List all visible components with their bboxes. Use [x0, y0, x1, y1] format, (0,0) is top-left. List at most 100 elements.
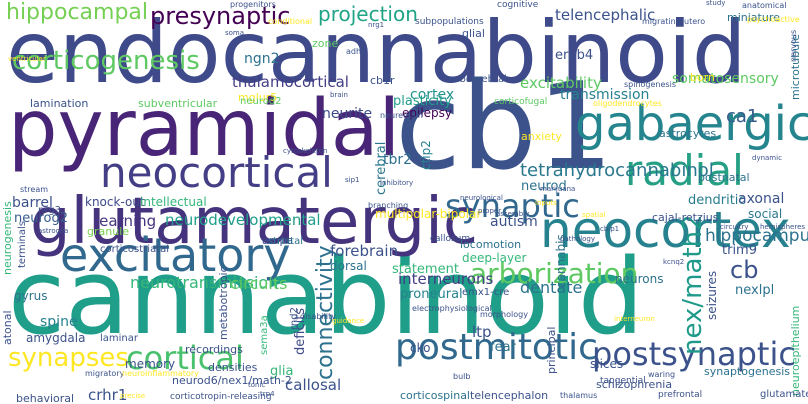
cloud-word: rnd2: [289, 307, 300, 330]
cloud-word: marijuana: [540, 185, 576, 193]
cloud-word: synaptic: [445, 187, 580, 225]
cloud-word: ca1: [726, 106, 759, 127]
cloud-word: astroglia: [38, 227, 69, 235]
cloud-word: postsynaptic: [592, 335, 796, 373]
cloud-word: astrocytes: [659, 127, 717, 140]
cloud-word: metabotropic: [217, 266, 230, 340]
cloud-word: thalamocortical: [232, 73, 349, 91]
cloud-word: telencephalon: [470, 389, 549, 402]
cloud-word: dentate: [520, 278, 583, 297]
cloud-word: prefrontal: [658, 390, 703, 400]
cloud-word: barrel: [12, 195, 53, 211]
cloud-word: neocortical: [100, 148, 333, 197]
cloud-word: zone: [312, 37, 339, 50]
cloud-word: neuroepithelium: [789, 305, 802, 396]
cloud-word: epilepsy: [402, 106, 453, 120]
cloud-word: nrg1: [368, 21, 385, 29]
cloud-word: tbr2: [383, 152, 413, 168]
cloud-word: brain: [330, 91, 348, 99]
cloud-word: proper: [478, 207, 502, 215]
cloud-word: memory: [125, 357, 176, 371]
cloud-word: autism: [490, 214, 538, 230]
cloud-word: corticofugal: [494, 97, 548, 107]
cloud-word: cajal-retzius: [652, 211, 719, 224]
cloud-word: telencephalic: [555, 6, 656, 24]
cloud-word: psychoactive: [747, 15, 800, 24]
cloud-word: neurological: [460, 194, 503, 202]
cloud-word: spinogenesis: [624, 80, 676, 89]
cloud-word: conditional: [268, 17, 313, 26]
cloud-word: cb1r: [370, 74, 395, 87]
cloud-word: learning: [95, 212, 157, 230]
cloud-word: densities: [208, 361, 258, 374]
cloud-word: proneural: [400, 287, 463, 302]
cloud-word: synapses: [8, 343, 129, 373]
cloud-word: tetrahydrocannabinol: [520, 160, 714, 181]
cloud-word: anatomical: [742, 1, 787, 10]
cloud-word: interneurons: [398, 270, 494, 288]
cloud-word: intellectual: [140, 195, 207, 209]
cloud-word: emx1-cre: [462, 287, 510, 298]
cloud-word: corticostriatal: [100, 244, 170, 255]
cloud-word: pathology: [560, 235, 596, 243]
cloud-word: circuitry: [720, 223, 749, 231]
cloud-word: thalamus: [560, 391, 598, 400]
cloud-word: somatosensory: [672, 71, 779, 87]
cloud-word: mglur5: [238, 91, 278, 104]
cloud-word: anxiety: [521, 130, 562, 143]
cloud-word: neurotransmission: [130, 273, 279, 292]
cloud-word: dynamic: [752, 154, 782, 162]
cloud-word: neuroinflammatory: [122, 369, 199, 378]
cloud-word: cko: [410, 341, 431, 355]
cloud-word: seizures: [705, 270, 719, 320]
cloud-word: cortical: [126, 339, 244, 377]
cloud-word: neurodevelopmental: [165, 211, 321, 229]
cloud-word: subcerebral: [448, 74, 507, 85]
cloud-word: principal: [545, 326, 558, 374]
cloud-word: social: [748, 207, 783, 221]
cloud-word: neurod: [521, 179, 567, 194]
cloud-word: pyramidal: [8, 84, 401, 174]
cloud-word: neocortex: [540, 201, 791, 259]
cloud-word: postnatal: [698, 171, 750, 184]
cloud-word: neurite: [322, 106, 373, 122]
cloud-word: hemispheres: [760, 223, 806, 231]
cloud-word: glutamatergic: [30, 185, 479, 259]
cloud-word: guidance: [332, 317, 365, 325]
cloud-word: glial: [462, 27, 485, 40]
cloud-word: presynaptic: [150, 2, 291, 30]
cloud-word: ngn2: [244, 51, 280, 67]
cloud-word: corticotropin-releasing: [170, 392, 272, 402]
cloud-word: spatial: [582, 211, 606, 219]
cloud-word: precise: [120, 392, 146, 400]
cloud-word: glia: [270, 364, 294, 379]
cloud-word: statement: [392, 262, 459, 277]
cloud-word: cbip1: [600, 225, 620, 233]
cloud-word: progenitors: [230, 0, 276, 9]
cloud-word: electrophysiological: [412, 304, 492, 313]
cloud-word: adhd: [346, 47, 367, 56]
cloud-word: axonal: [738, 191, 785, 207]
cloud-word: trim9: [722, 243, 757, 258]
cloud-word: waring: [648, 370, 676, 379]
cloud-word: kcnq2: [663, 258, 685, 266]
cloud-word: branching: [368, 201, 409, 210]
cloud-word: transmission: [560, 87, 650, 103]
cloud-word: nervous: [789, 29, 798, 62]
cloud-word: inhibitory: [380, 179, 414, 187]
cloud-word: dorsal: [330, 259, 367, 273]
cloud-word: excitability: [520, 74, 602, 92]
cloud-word: ventricular: [8, 55, 46, 63]
cloud-word: neuregulin: [380, 111, 423, 120]
cloud-word: gyrus: [14, 289, 48, 303]
cloud-word: glutamate: [760, 389, 808, 400]
cloud-word: study: [706, 0, 726, 7]
cloud-word: neurons: [615, 272, 664, 286]
cloud-word: callosal: [285, 376, 342, 394]
cloud-word: synaptogenesis: [704, 365, 790, 378]
cloud-word: morphology: [480, 310, 528, 319]
cloud-word: terminals: [17, 221, 28, 268]
cloud-word: projection: [318, 2, 418, 26]
cloud-word: neurogenesis: [1, 201, 14, 275]
